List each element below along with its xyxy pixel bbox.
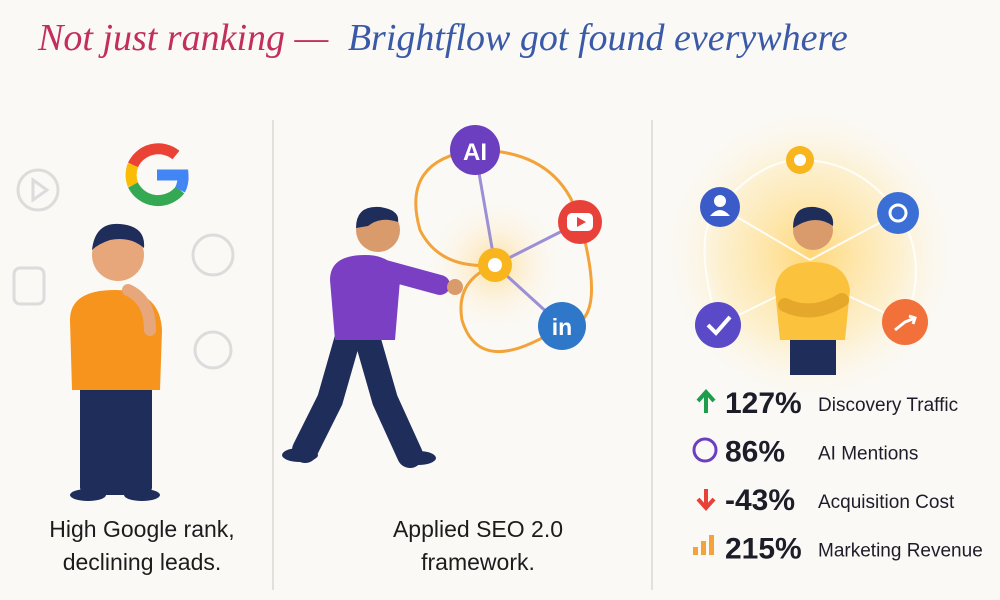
user-icon (714, 195, 726, 207)
node (877, 192, 919, 234)
stat-value: 215% (725, 533, 802, 566)
google-logo (125, 143, 189, 207)
growth-icon (894, 314, 917, 332)
node-label: in (552, 314, 572, 340)
bar-icon (701, 541, 706, 555)
bar-icon (709, 535, 714, 555)
person-walking (282, 206, 463, 468)
stat-value: 86% (725, 436, 785, 469)
stat-label: Acquisition Cost (818, 492, 955, 513)
panel-1: High Google rank, declining leads. (12, 143, 235, 575)
ai-icon (692, 437, 718, 463)
node-center (794, 154, 806, 166)
stat-value: 127% (725, 387, 802, 420)
title-part: Not just ranking — (37, 17, 329, 59)
stat-label: AI Mentions (818, 444, 918, 465)
node-center (888, 203, 908, 223)
caption: framework. (421, 549, 535, 575)
check-icon (706, 315, 732, 336)
faded-icons (12, 168, 235, 370)
stats: 127% Discovery Traffic 86% AI Mentions -43% A… (725, 387, 983, 566)
stat-label: Marketing Revenue (818, 541, 983, 562)
up-arrow-icon (696, 388, 716, 413)
node-linkedin (538, 302, 586, 350)
bar-icon (693, 547, 698, 555)
node-ai (450, 125, 500, 175)
node-check (695, 302, 741, 348)
panel-3: 127% Discovery Traffic 86% AI Mentions -43% A… (660, 105, 983, 566)
title-part: Brightflow got found everywhere (348, 17, 848, 59)
down-arrow-icon (696, 489, 716, 512)
caption: High Google rank, (49, 516, 234, 542)
user-icon (710, 210, 730, 216)
caption: Applied SEO 2.0 (393, 516, 563, 542)
stat-label: Discovery Traffic (818, 395, 958, 416)
person-confident (775, 206, 850, 375)
hub-center (488, 258, 502, 272)
panel-2: AI in Applied SEO 2.0 framework. (282, 125, 602, 575)
stat-icons (692, 388, 718, 555)
node-label: AI (463, 139, 487, 166)
title: Not just ranking — Brightflow got found … (37, 17, 848, 59)
person-thinking (70, 223, 162, 501)
caption: declining leads. (63, 549, 222, 575)
stat-value: -43% (725, 484, 795, 517)
youtube-play (577, 217, 586, 227)
